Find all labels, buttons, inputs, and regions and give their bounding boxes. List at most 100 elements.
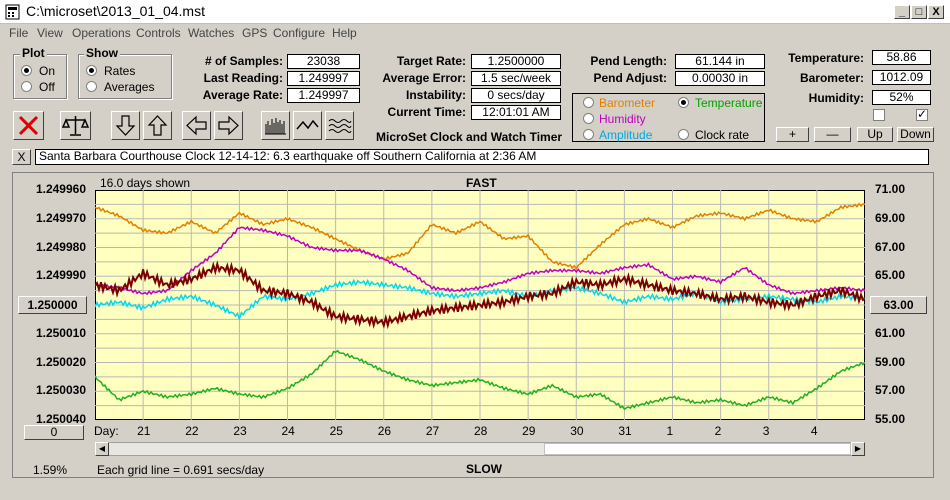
pend-length-label: Pend Length: bbox=[590, 54, 667, 68]
center-left-button[interactable]: 1.250000 bbox=[18, 296, 87, 314]
zoom-in-button[interactable]: + bbox=[776, 127, 809, 142]
left-axis-labels: 1.249960 1.249970 1.249980 1.249990 1.250010… bbox=[14, 0, 86, 500]
zero-button[interactable]: 0 bbox=[24, 425, 84, 440]
left-tick-label: 1.249990 bbox=[35, 268, 86, 283]
x-tick-label: 29 bbox=[522, 424, 536, 438]
plot-off-radio[interactable] bbox=[21, 81, 32, 92]
pend-adjust-label: Pend Adjust: bbox=[593, 71, 667, 85]
barometer-value: 1012.09 bbox=[872, 70, 931, 85]
note-close-button[interactable]: X bbox=[12, 149, 31, 165]
scroll-left-arrow[interactable]: ◀ bbox=[95, 442, 109, 456]
menu-gps[interactable]: GPS bbox=[242, 26, 268, 40]
right-tick-label: 59.00 bbox=[875, 354, 906, 369]
checkbox-right[interactable] bbox=[916, 107, 928, 121]
app-caption: MicroSet Clock and Watch Timer bbox=[376, 130, 563, 144]
average-error-label: Average Error: bbox=[382, 71, 466, 85]
balance-scale-icon bbox=[61, 116, 90, 136]
show-rates-radio[interactable] bbox=[86, 65, 97, 76]
right-axis-labels: 71.00 69.00 67.00 65.00 61.00 59.00 57.00 55.00 bbox=[875, 0, 935, 500]
show-averages-radio[interactable] bbox=[86, 81, 97, 92]
num-samples-value: 23038 bbox=[287, 54, 360, 69]
barometer-option-label: Barometer bbox=[599, 96, 656, 110]
barometer-radio[interactable] bbox=[583, 97, 594, 108]
target-rate-value[interactable]: 1.2500000 bbox=[471, 54, 561, 69]
menu-file[interactable]: File bbox=[9, 26, 29, 40]
line-graph-icon bbox=[296, 119, 319, 130]
series-line-3 bbox=[95, 260, 865, 330]
right-tick-label: 67.00 bbox=[875, 239, 906, 254]
temperature-radio[interactable] bbox=[678, 97, 689, 108]
amplitude-option-label: Amplitude bbox=[599, 128, 653, 142]
show-group-label: Show bbox=[84, 46, 120, 60]
instability-label: Instability: bbox=[405, 88, 466, 102]
plot-on-radio[interactable] bbox=[21, 65, 32, 76]
x-tick-label: 2 bbox=[714, 424, 722, 438]
humidity-value: 52% bbox=[872, 90, 931, 105]
secondary-series-box bbox=[572, 93, 765, 142]
slow-label: SLOW bbox=[466, 462, 502, 476]
fast-label: FAST bbox=[466, 176, 497, 190]
days-shown-label: 16.0 days shown bbox=[100, 176, 191, 190]
close-button[interactable]: X bbox=[928, 5, 944, 19]
x-tick-label: 22 bbox=[185, 424, 199, 438]
red-x-icon bbox=[18, 115, 39, 136]
minimize-button[interactable]: _ bbox=[894, 5, 910, 19]
arrow-down-button[interactable] bbox=[111, 111, 140, 140]
scroll-right-arrow[interactable]: ▶ bbox=[851, 442, 865, 456]
menu-operations[interactable]: Operations bbox=[72, 26, 131, 40]
right-tick-label: 71.00 bbox=[875, 182, 906, 196]
x-tick-label: 24 bbox=[281, 424, 295, 438]
arrow-up-button[interactable] bbox=[143, 111, 172, 140]
arrow-right-icon bbox=[218, 115, 239, 136]
num-samples-label: # of Samples: bbox=[204, 54, 283, 68]
pend-length-value: 61.144 in bbox=[675, 54, 765, 69]
line-view-button[interactable] bbox=[293, 111, 322, 140]
x-tick-label: 1 bbox=[666, 424, 674, 438]
scroll-down-button[interactable]: Down bbox=[897, 127, 934, 142]
percent-readout: 1.59% bbox=[33, 463, 68, 477]
left-tick-label: 1.249980 bbox=[35, 239, 86, 254]
arrow-left-button[interactable] bbox=[182, 111, 211, 140]
humidity-radio[interactable] bbox=[583, 113, 594, 124]
menu-view[interactable]: View bbox=[37, 26, 63, 40]
wave-view-button[interactable] bbox=[325, 111, 354, 140]
right-tick-label: 57.00 bbox=[875, 383, 906, 398]
balance-button[interactable] bbox=[60, 111, 91, 140]
arrow-up-icon bbox=[147, 115, 168, 136]
checkbox-left[interactable] bbox=[873, 109, 885, 121]
plot-area bbox=[95, 190, 865, 420]
x-tick-label: 3 bbox=[762, 424, 770, 438]
menu-watches[interactable]: Watches bbox=[188, 26, 235, 40]
average-rate-label: Average Rate: bbox=[202, 88, 283, 102]
maximize-button[interactable]: □ bbox=[911, 5, 927, 19]
barometer-label: Barometer: bbox=[799, 71, 864, 85]
x-tick-label: 26 bbox=[377, 424, 392, 438]
humidity-option-label: Humidity bbox=[599, 112, 646, 126]
amplitude-radio[interactable] bbox=[583, 129, 594, 140]
temperature-option-label: Temperature bbox=[695, 96, 763, 110]
grid-note: Each grid line = 0.691 secs/day bbox=[97, 463, 265, 477]
menu-controls[interactable]: Controls bbox=[136, 26, 181, 40]
plot-off-label: Off bbox=[39, 80, 55, 94]
clear-button[interactable] bbox=[13, 111, 44, 140]
right-tick-label: 55.00 bbox=[875, 412, 906, 426]
arrow-right-button[interactable] bbox=[214, 111, 243, 140]
series-line-0 bbox=[95, 202, 865, 270]
center-right-button[interactable]: 63.00 bbox=[870, 296, 927, 314]
note-input[interactable]: Santa Barbara Courthouse Clock 12-14-12:… bbox=[35, 149, 929, 165]
left-tick-label: 1.250010 bbox=[35, 325, 86, 340]
bars-view-button[interactable] bbox=[261, 111, 290, 140]
left-tick-label: 1.250040 bbox=[35, 412, 86, 426]
instability-value: 0 secs/day bbox=[471, 88, 561, 103]
scroll-thumb[interactable] bbox=[544, 443, 851, 455]
show-rates-label: Rates bbox=[104, 64, 136, 78]
scroll-up-button[interactable]: Up bbox=[857, 127, 893, 142]
menu-configure[interactable]: Configure bbox=[273, 26, 326, 40]
clock-rate-radio[interactable] bbox=[678, 129, 689, 140]
x-tick-label: 30 bbox=[570, 424, 584, 438]
zoom-out-button[interactable]: — bbox=[814, 127, 851, 142]
arrow-down-icon bbox=[115, 115, 136, 136]
arrow-left-icon bbox=[186, 115, 207, 136]
menu-help[interactable]: Help bbox=[332, 26, 357, 40]
right-tick-label: 69.00 bbox=[875, 210, 906, 225]
